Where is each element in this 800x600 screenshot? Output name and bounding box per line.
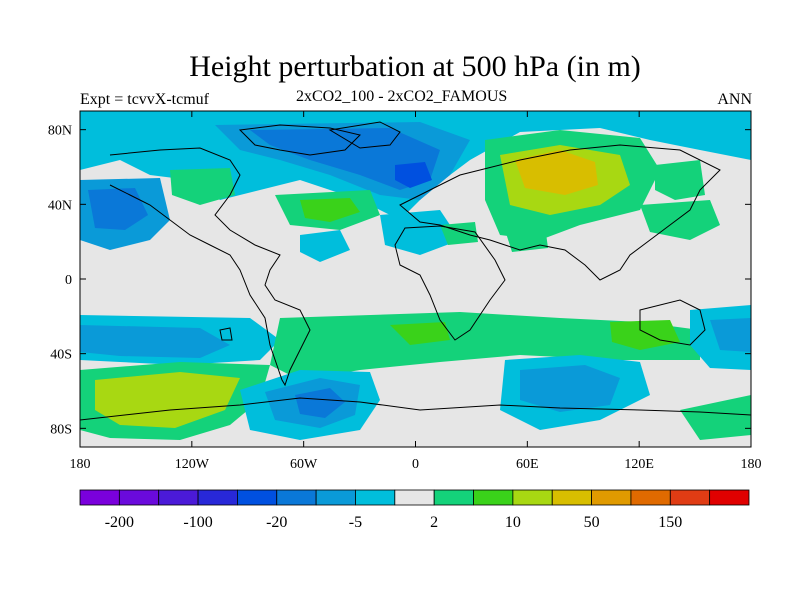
colorbar-box <box>197 489 238 506</box>
comparison-label: 2xCO2_100 - 2xCO2_FAMOUS <box>296 88 508 105</box>
lon-tick-label: 60W <box>290 457 318 472</box>
lat-tick-label: 80S <box>50 422 72 437</box>
colorbar-box <box>158 489 199 506</box>
contour-positive-kamchatka <box>655 160 705 200</box>
lon-tick-label: 180 <box>741 457 762 472</box>
contour-negative-south-pacific-band-2 <box>80 325 230 358</box>
contour-positive-nw-pacific <box>640 200 720 240</box>
colorbar-box <box>276 489 317 506</box>
colorbar-label: -5 <box>349 514 362 531</box>
colorbar-box <box>473 489 514 506</box>
colorbar-box <box>591 489 632 506</box>
colorbar-box <box>669 489 711 506</box>
contour-negative-north-pacific-2 <box>88 188 148 230</box>
colorbar-box <box>355 489 396 506</box>
contour-negative-antarctic-east-2 <box>520 365 620 412</box>
axis-tick-labels: 180 120W 60W 0 60E 120E 180 80N 40N 0 40S 80S <box>48 124 762 472</box>
lat-tick-label: 40N <box>48 198 72 213</box>
lon-tick-label: 60E <box>516 457 539 472</box>
colorbar-box <box>394 489 435 506</box>
colorbar-box <box>315 489 356 506</box>
colorbar-label: 150 <box>658 514 682 531</box>
colorbar-label: -200 <box>105 514 134 531</box>
colorbar-label: 50 <box>584 514 600 531</box>
lat-tick-label: 80N <box>48 124 72 139</box>
colorbar-label: 10 <box>505 514 521 531</box>
colorbar-box <box>551 489 592 506</box>
season-label: ANN <box>717 91 752 108</box>
lon-tick-label: 0 <box>412 457 419 472</box>
coastlines <box>80 121 751 421</box>
colorbar-box <box>118 489 160 506</box>
lat-tick-label: 0 <box>65 273 72 288</box>
contour-positive-south-east <box>680 395 751 440</box>
colorbar-box <box>237 489 278 506</box>
colorbar-box <box>630 489 671 506</box>
colorbar-box <box>433 489 474 506</box>
contour-negative-antarctic-west-3 <box>295 388 345 418</box>
colorbar-label: 2 <box>430 514 438 531</box>
contour-positive-south-atlantic <box>270 312 700 380</box>
contour-positive-indian <box>610 320 680 350</box>
colorbar: -200 -100 -20 -5 2 10 50 150 <box>79 489 750 531</box>
colorbar-box <box>79 489 120 506</box>
contour-positive-eurasia-3 <box>515 150 598 195</box>
colorbar-box <box>709 489 750 506</box>
colorbar-box <box>512 489 553 506</box>
contour-negative-north-africa <box>380 210 460 255</box>
contour-negative-nw-atlantic <box>300 230 350 262</box>
lon-tick-label: 120W <box>175 457 210 472</box>
colorbar-label: -100 <box>183 514 212 531</box>
contour-positive-north-america-2 <box>300 198 360 222</box>
axis-ticks <box>79 111 752 447</box>
experiment-label: Expt = tcvvX-tcmuf <box>80 91 209 108</box>
contour-positive-alaska <box>170 168 235 205</box>
contour-positive-south-atlantic-2 <box>390 322 450 345</box>
contour-negative-south-indian-2 <box>710 318 751 352</box>
contour-negative-arctic-3 <box>250 128 440 190</box>
contour-field <box>80 111 751 447</box>
lon-tick-label: 180 <box>70 457 91 472</box>
lon-tick-label: 120E <box>624 457 654 472</box>
contour-negative-arctic-4 <box>395 162 432 188</box>
colorbar-label: -20 <box>266 514 287 531</box>
plot-title: Height perturbation at 500 hPa (in m) <box>189 50 641 83</box>
lat-tick-label: 40S <box>50 348 72 363</box>
